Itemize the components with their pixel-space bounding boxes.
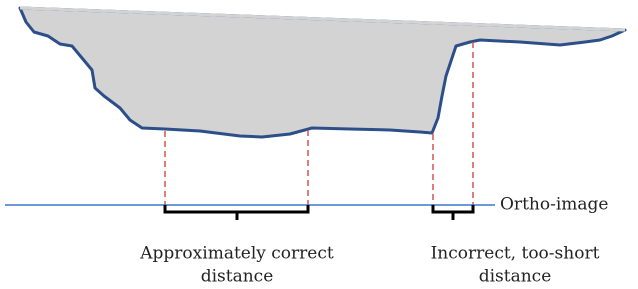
caption-line: Approximately correct: [139, 244, 334, 264]
bracket: [433, 205, 473, 220]
ortho-image-label: Ortho-image: [500, 195, 608, 215]
bracket: [165, 205, 308, 220]
caption-line: Incorrect, too-short: [431, 244, 600, 264]
caption-line: distance: [201, 267, 274, 287]
caption-line: distance: [479, 267, 552, 287]
diagram: Ortho-image Approximately correct distan…: [0, 0, 638, 289]
